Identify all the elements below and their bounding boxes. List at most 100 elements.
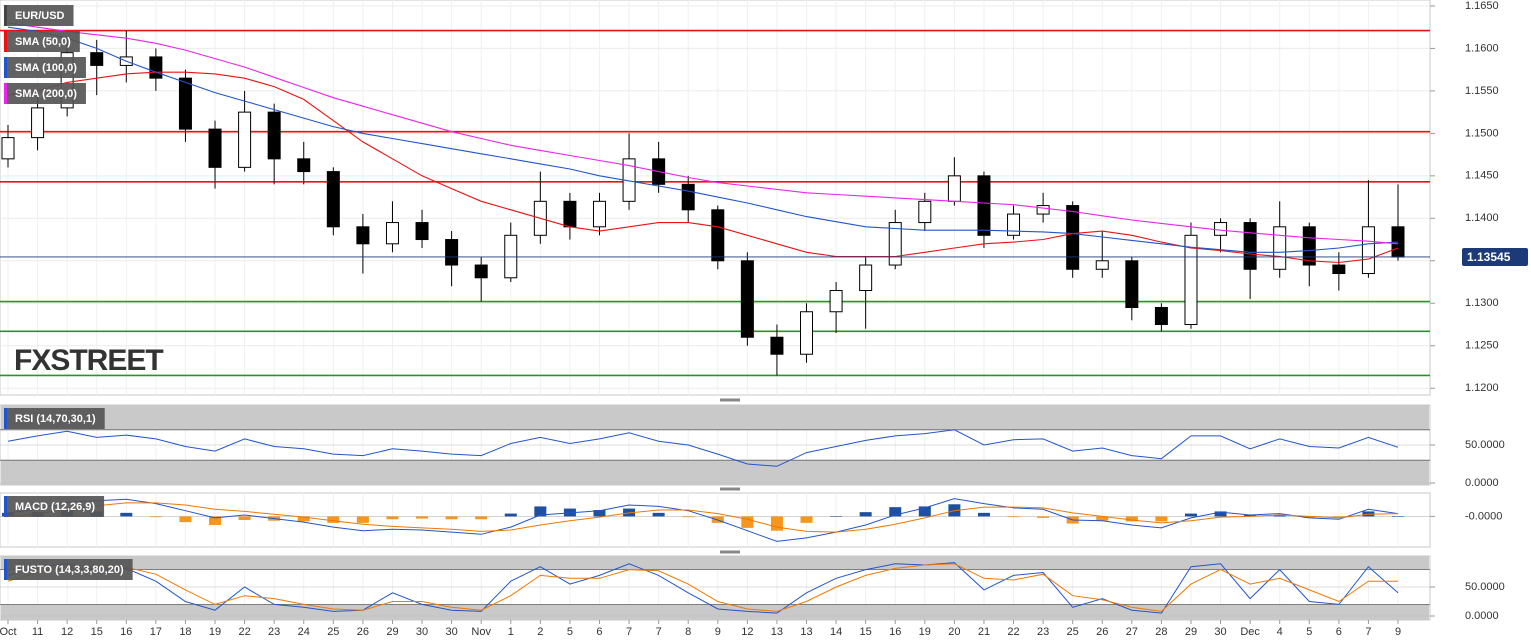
x-tick-label: 23 bbox=[1037, 626, 1049, 638]
histogram-bar bbox=[327, 516, 340, 523]
x-tick-label: 6 bbox=[1336, 626, 1342, 638]
histogram-bar bbox=[209, 516, 222, 525]
candle-body bbox=[326, 171, 340, 228]
legend-swatch bbox=[4, 31, 7, 52]
x-tick-label: 29 bbox=[1185, 626, 1197, 638]
candle-body bbox=[238, 111, 252, 168]
legend-box bbox=[4, 57, 86, 78]
candle-body bbox=[947, 175, 961, 202]
watermark: FXSTREET bbox=[14, 344, 163, 377]
legend-swatch bbox=[4, 83, 7, 104]
legend-swatch bbox=[4, 57, 7, 78]
candle-body bbox=[1036, 205, 1050, 215]
legend-box bbox=[4, 408, 105, 429]
histogram-bar bbox=[504, 513, 517, 517]
panel-frame bbox=[0, 0, 1431, 396]
indicator-line bbox=[7, 429, 1399, 467]
candle-body bbox=[1273, 226, 1287, 270]
candle-body bbox=[800, 311, 814, 355]
y-tick-label: 50.0000 bbox=[1465, 439, 1505, 451]
sma-line bbox=[7, 22, 1399, 245]
candle-body bbox=[474, 264, 488, 279]
candle-body bbox=[1154, 307, 1168, 325]
x-tick-label: 9 bbox=[1395, 626, 1401, 638]
last-price-label: 1.13545 bbox=[1467, 250, 1511, 264]
panel-title: FUSTO (14,3,3,80,20) bbox=[15, 564, 124, 576]
sma-line bbox=[7, 26, 1399, 253]
band bbox=[1, 556, 1429, 570]
legend-label: SMA (50,0) bbox=[15, 36, 71, 48]
histogram-bar bbox=[800, 516, 813, 523]
x-tick-label: Nov bbox=[471, 626, 491, 638]
histogram-bar bbox=[1392, 516, 1404, 517]
histogram-bar bbox=[1155, 516, 1168, 522]
legend-swatch bbox=[4, 559, 7, 580]
candle-body bbox=[563, 200, 577, 228]
x-tick-label: 12 bbox=[61, 626, 73, 638]
x-tick-label: 25 bbox=[327, 626, 339, 638]
candle-body bbox=[740, 260, 754, 338]
x-tick-label: 9 bbox=[715, 626, 721, 638]
band bbox=[1, 604, 1429, 620]
histogram-bar bbox=[120, 512, 133, 517]
legend-swatch bbox=[4, 408, 7, 429]
candle-body bbox=[592, 200, 606, 228]
candle-body bbox=[1302, 226, 1316, 266]
y-tick-label: 0.0000 bbox=[1465, 477, 1499, 489]
x-tick-label: 6 bbox=[596, 626, 602, 638]
histogram-bar bbox=[1125, 516, 1138, 522]
panel-title: MACD (12,26,9) bbox=[15, 501, 95, 513]
candle-body bbox=[859, 264, 873, 292]
candle-body bbox=[90, 52, 104, 66]
indicator-line bbox=[7, 498, 1399, 542]
y-tick-label: 1.1600 bbox=[1465, 42, 1499, 54]
candle-body bbox=[1184, 234, 1198, 325]
y-tick-label: 1.1650 bbox=[1465, 0, 1499, 12]
legend-box bbox=[4, 5, 74, 26]
y-tick-label: 1.1450 bbox=[1465, 170, 1499, 182]
sma-line bbox=[7, 71, 1399, 264]
x-tick-label: 7 bbox=[1365, 626, 1371, 638]
histogram-bar bbox=[1244, 515, 1257, 517]
histogram-bar bbox=[741, 516, 754, 528]
candle-body bbox=[681, 183, 695, 211]
histogram-bar bbox=[770, 516, 783, 531]
x-tick-label: 16 bbox=[889, 626, 901, 638]
x-tick-label: 23 bbox=[268, 626, 280, 638]
candle-body bbox=[1214, 222, 1228, 236]
histogram-bar bbox=[652, 512, 665, 517]
x-tick-label: 5 bbox=[1306, 626, 1312, 638]
candle-body bbox=[1125, 260, 1139, 309]
legend-box bbox=[4, 83, 86, 104]
histogram-bar bbox=[830, 516, 843, 517]
y-tick-label: 1.1300 bbox=[1465, 297, 1499, 309]
candle-body bbox=[1361, 226, 1375, 275]
x-tick-label: 15 bbox=[860, 626, 872, 638]
x-tick-label: 4 bbox=[1277, 626, 1283, 638]
x-tick-label: 30 bbox=[1214, 626, 1226, 638]
histogram-bar bbox=[416, 516, 429, 519]
histogram-bar bbox=[386, 516, 399, 520]
candle-body bbox=[918, 200, 932, 224]
candle-body bbox=[770, 336, 784, 355]
last-price-box bbox=[1462, 247, 1528, 266]
indicator-line bbox=[7, 502, 1399, 533]
histogram-bar bbox=[977, 512, 990, 517]
x-tick-label: 20 bbox=[948, 626, 960, 638]
histogram-bar bbox=[1037, 516, 1050, 518]
x-tick-label: 29 bbox=[386, 626, 398, 638]
candle-body bbox=[888, 222, 902, 266]
candle-body bbox=[149, 56, 163, 79]
histogram-bar bbox=[1214, 511, 1227, 517]
x-tick-label: 5 bbox=[567, 626, 573, 638]
band bbox=[1, 405, 1429, 430]
x-tick-label: 18 bbox=[179, 626, 191, 638]
candle-body bbox=[504, 234, 518, 279]
histogram-bar bbox=[238, 516, 251, 520]
x-tick-label: 17 bbox=[150, 626, 162, 638]
candle-body bbox=[445, 239, 459, 266]
legend-box bbox=[4, 496, 105, 517]
x-tick-label: Oct bbox=[0, 626, 17, 638]
x-tick-label: 24 bbox=[298, 626, 310, 638]
